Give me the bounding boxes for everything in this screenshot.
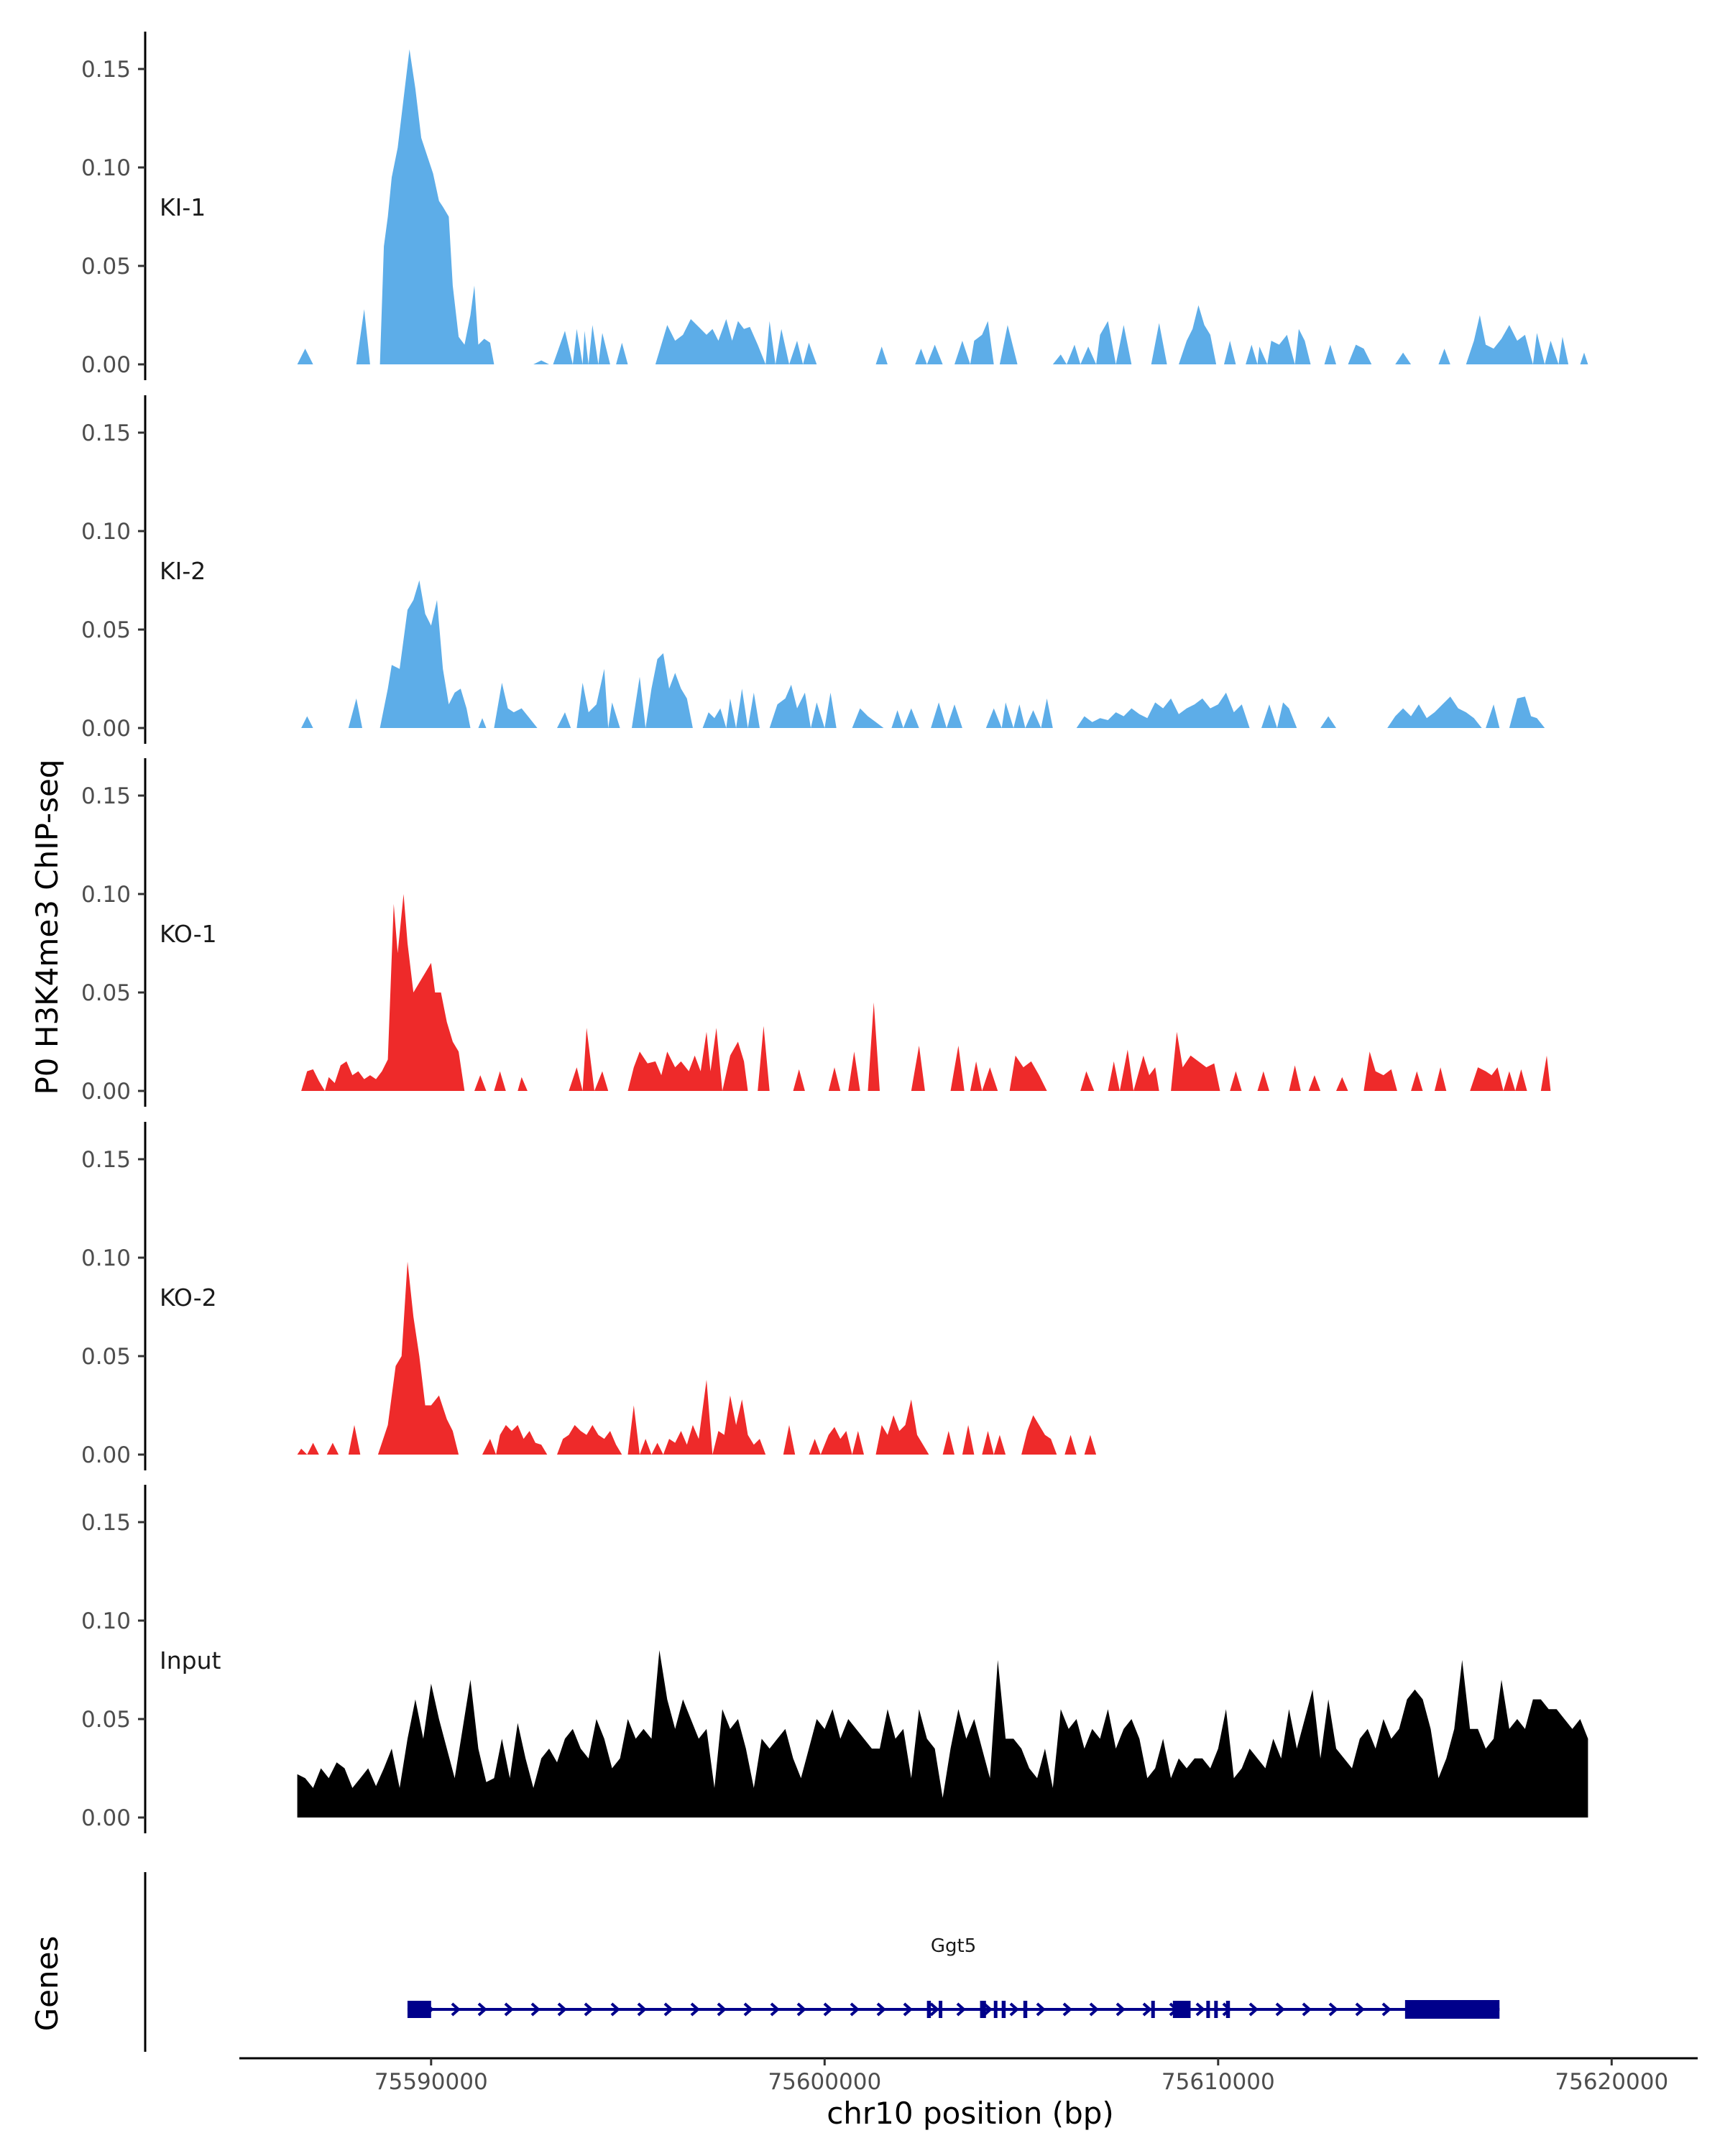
signal-area-ki-2 xyxy=(301,580,1545,728)
strand-arrow xyxy=(929,2002,939,2017)
track-label: KI-2 xyxy=(160,557,206,585)
track-label: KO-1 xyxy=(160,920,217,948)
y-tick-label: 0.15 xyxy=(81,783,131,809)
genes-track-title: Genes xyxy=(29,1936,65,2032)
gene-exon xyxy=(939,2001,943,2018)
y-tick-label: 0.15 xyxy=(81,57,131,83)
signal-area-ki-1 xyxy=(297,49,1588,364)
strand-arrow xyxy=(637,2002,647,2017)
gene-exon xyxy=(1023,2001,1028,2018)
y-tick-label: 0.10 xyxy=(81,155,131,181)
y-tick-label: 0.15 xyxy=(81,1147,131,1173)
strand-arrow xyxy=(451,2002,461,2017)
gene-exon xyxy=(1225,2001,1230,2018)
track-ko-2: 0.00 0.05 0.10 0.15 KO-2 xyxy=(81,1122,1097,1470)
strand-arrow xyxy=(770,2002,780,2017)
strand-arrow xyxy=(557,2002,567,2017)
y-tick-label: 0.05 xyxy=(81,1707,131,1733)
strand-arrow xyxy=(663,2002,673,2017)
x-tick-label: 75600000 xyxy=(768,2069,881,2095)
strand-arrow xyxy=(956,2002,966,2017)
gene-exon xyxy=(1001,2001,1006,2018)
strand-arrow xyxy=(1116,2002,1126,2017)
strand-arrow xyxy=(584,2002,594,2017)
gene-exon xyxy=(980,2001,986,2018)
y-tick-label: 0.05 xyxy=(81,980,131,1006)
track-label: KO-2 xyxy=(160,1284,217,1312)
strand-arrow xyxy=(1062,2002,1072,2017)
gene-exon xyxy=(1151,2001,1155,2018)
x-axis-title: chr10 position (bp) xyxy=(827,2096,1114,2131)
strand-arrow xyxy=(530,2002,540,2017)
strand-arrow xyxy=(876,2002,886,2017)
strand-arrow xyxy=(1381,2002,1392,2017)
strand-arrow xyxy=(743,2002,753,2017)
track-input: 0.00 0.05 0.10 0.15 Input xyxy=(81,1485,1588,1833)
strand-arrow xyxy=(1009,2002,1019,2017)
y-tick-label: 0.10 xyxy=(81,519,131,545)
strand-arrow xyxy=(690,2002,700,2017)
x-tick-label: 75610000 xyxy=(1162,2069,1275,2095)
strand-arrow xyxy=(796,2002,806,2017)
signal-area-input xyxy=(297,1650,1588,1818)
strand-arrow xyxy=(823,2002,833,2017)
track-ki-1: 0.00 0.05 0.10 0.15 KI-1 xyxy=(81,32,1588,380)
y-tick-label: 0.05 xyxy=(81,254,131,280)
track-label: Input xyxy=(160,1646,221,1674)
gene-exon xyxy=(926,2001,932,2018)
strand-arrow xyxy=(983,2002,993,2017)
strand-arrow xyxy=(610,2002,620,2017)
gene-exon xyxy=(1404,2000,1500,2019)
y-tick-label: 0.00 xyxy=(81,716,131,742)
strand-arrow xyxy=(1036,2002,1046,2017)
strand-arrow xyxy=(1195,2002,1205,2017)
strand-arrow xyxy=(903,2002,913,2017)
track-label: KI-1 xyxy=(160,193,206,221)
signal-area-ko-2 xyxy=(297,1261,1097,1455)
y-tick-label: 0.15 xyxy=(81,420,131,446)
gene-exon xyxy=(1206,2001,1210,2018)
x-tick-label: 75590000 xyxy=(374,2069,488,2095)
strand-arrow xyxy=(850,2002,860,2017)
y-tick-label: 0.00 xyxy=(81,1079,131,1105)
y-tick-label: 0.15 xyxy=(81,1510,131,1536)
strand-arrow xyxy=(1302,2002,1312,2017)
y-tick-label: 0.00 xyxy=(81,352,131,378)
y-tick-label: 0.00 xyxy=(81,1442,131,1468)
y-tick-label: 0.10 xyxy=(81,882,131,908)
strand-arrow xyxy=(504,2002,514,2017)
strand-arrow xyxy=(1275,2002,1285,2017)
gene-exon xyxy=(993,2001,998,2018)
signal-area-ko-1 xyxy=(301,894,1551,1091)
gene-exon xyxy=(407,2001,431,2018)
strand-arrow xyxy=(1355,2002,1365,2017)
track-ko-1: 0.00 0.05 0.10 0.15 KO-1 xyxy=(81,758,1551,1107)
strand-arrow xyxy=(1248,2002,1259,2017)
y-tick-label: 0.10 xyxy=(81,1608,131,1634)
y-tick-label: 0.00 xyxy=(81,1805,131,1831)
strand-arrow xyxy=(1142,2002,1152,2017)
strand-arrow xyxy=(1328,2002,1338,2017)
strand-arrow xyxy=(717,2002,727,2017)
gene-name-label: Ggt5 xyxy=(931,1935,976,1957)
y-tick-label: 0.10 xyxy=(81,1245,131,1271)
strand-arrow xyxy=(1089,2002,1099,2017)
track-ki-2: 0.00 0.05 0.10 0.15 KI-2 xyxy=(81,395,1545,744)
x-tick-label: 75620000 xyxy=(1555,2069,1668,2095)
strand-arrow xyxy=(477,2002,487,2017)
y-axis-title: P0 H3K4me3 ChIP-seq xyxy=(29,759,65,1095)
y-tick-label: 0.05 xyxy=(81,617,131,643)
y-tick-label: 0.05 xyxy=(81,1344,131,1370)
gene-exon xyxy=(1214,2001,1218,2018)
gene-exon xyxy=(1172,2001,1191,2018)
